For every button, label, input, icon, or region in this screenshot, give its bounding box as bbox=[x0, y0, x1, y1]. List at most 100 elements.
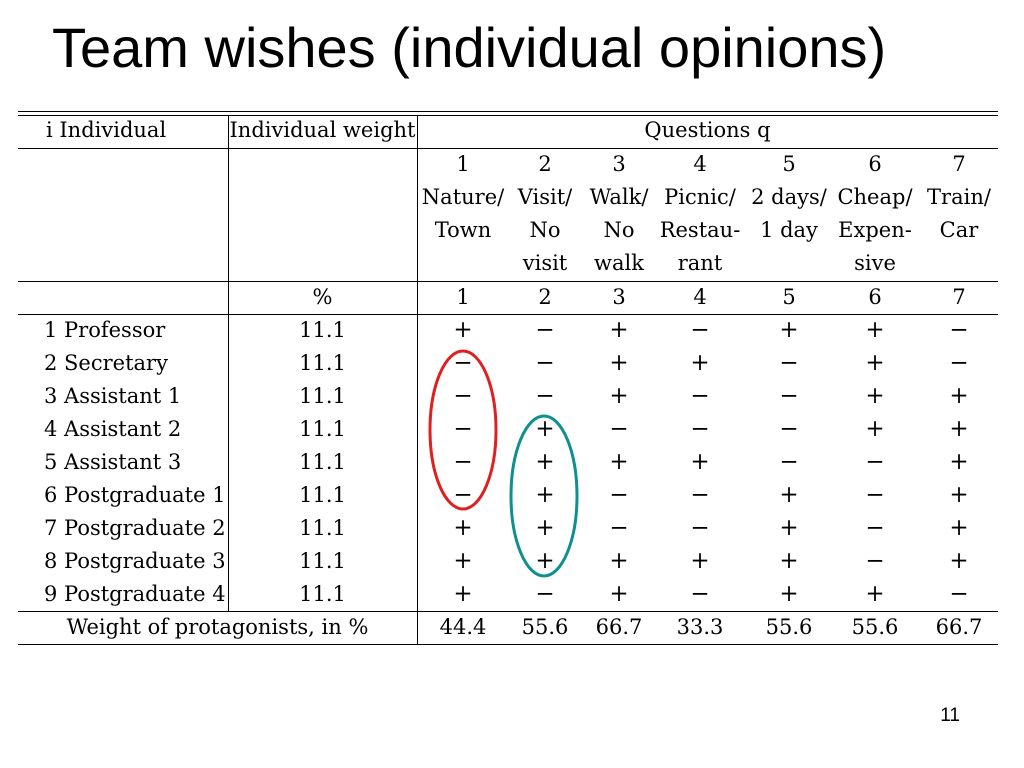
footer-value-7: 66.7 bbox=[935, 615, 983, 639]
answer-cell: − bbox=[779, 350, 799, 376]
question-index-2: 2 bbox=[538, 285, 552, 309]
answer-cell: − bbox=[865, 482, 885, 508]
answer-cell: − bbox=[609, 482, 629, 508]
question-number-6: 6 bbox=[868, 152, 882, 176]
answer-cell: − bbox=[779, 416, 799, 442]
question-index-6: 6 bbox=[868, 285, 882, 309]
question-index-5: 5 bbox=[782, 285, 796, 309]
row-label: 4 Assistant 2 bbox=[44, 417, 182, 441]
answer-cell: + bbox=[865, 416, 885, 442]
answer-cell: − bbox=[535, 317, 555, 343]
question-label-7: Car bbox=[939, 218, 979, 242]
answer-cell: − bbox=[865, 548, 885, 574]
body-top-rule bbox=[18, 314, 998, 315]
answer-cell: + bbox=[690, 350, 710, 376]
table-top-rule-2 bbox=[18, 115, 998, 116]
answer-cell: − bbox=[690, 416, 710, 442]
answer-cell: − bbox=[690, 482, 710, 508]
page-number: 11 bbox=[940, 705, 960, 726]
footer-value-5: 55.6 bbox=[765, 615, 813, 639]
answer-cell: + bbox=[865, 350, 885, 376]
row-label: 3 Assistant 1 bbox=[44, 384, 182, 408]
header-rule-partial bbox=[18, 148, 998, 149]
answer-cell: + bbox=[865, 383, 885, 409]
row-weight: 11.1 bbox=[299, 582, 346, 606]
answer-cell: + bbox=[609, 350, 629, 376]
answer-cell: + bbox=[535, 482, 555, 508]
answer-cell: − bbox=[690, 317, 710, 343]
question-number-4: 4 bbox=[693, 152, 707, 176]
row-label: 8 Postgraduate 3 bbox=[44, 549, 226, 573]
answer-cell: − bbox=[535, 581, 555, 607]
row-label: 5 Assistant 3 bbox=[44, 450, 182, 474]
answer-cell: + bbox=[453, 581, 473, 607]
question-label-2: Visit/ bbox=[517, 185, 573, 209]
answer-cell: + bbox=[609, 383, 629, 409]
weight-unit: % bbox=[312, 285, 333, 309]
question-label-1: Town bbox=[434, 218, 492, 242]
question-number-1: 1 bbox=[456, 152, 470, 176]
answer-cell: − bbox=[690, 581, 710, 607]
row-weight: 11.1 bbox=[299, 351, 346, 375]
footer-value-4: 33.3 bbox=[676, 615, 724, 639]
question-label-1: Nature/ bbox=[421, 185, 505, 209]
row-weight: 11.1 bbox=[299, 483, 346, 507]
footer-value-2: 55.6 bbox=[521, 615, 569, 639]
header-individual: i Individual bbox=[46, 118, 167, 142]
answer-cell: + bbox=[779, 548, 799, 574]
answer-cell: − bbox=[453, 350, 473, 376]
question-number-5: 5 bbox=[782, 152, 796, 176]
answer-cell: + bbox=[949, 449, 969, 475]
answer-cell: − bbox=[779, 383, 799, 409]
answer-cell: + bbox=[779, 581, 799, 607]
answer-cell: + bbox=[949, 482, 969, 508]
question-number-7: 7 bbox=[952, 152, 966, 176]
answer-cell: − bbox=[609, 416, 629, 442]
answer-cell: − bbox=[949, 581, 969, 607]
question-label-3: walk bbox=[594, 251, 644, 275]
question-label-7: Train/ bbox=[927, 185, 991, 209]
question-label-4: Restau- bbox=[659, 218, 741, 242]
row-label: 7 Postgraduate 2 bbox=[44, 516, 226, 540]
col-divider-weight bbox=[228, 115, 229, 611]
answer-cell: + bbox=[779, 317, 799, 343]
row-weight: 11.1 bbox=[299, 450, 346, 474]
row-weight: 11.1 bbox=[299, 384, 346, 408]
index-rule bbox=[18, 281, 998, 282]
answer-cell: + bbox=[453, 548, 473, 574]
question-label-3: Walk/ bbox=[589, 185, 649, 209]
answer-cell: + bbox=[949, 548, 969, 574]
row-weight: 11.1 bbox=[299, 549, 346, 573]
question-label-5: 1 day bbox=[760, 218, 818, 242]
col-divider-questions bbox=[417, 115, 418, 644]
question-label-5: 2 days/ bbox=[751, 185, 827, 209]
answer-cell: + bbox=[690, 548, 710, 574]
answer-cell: + bbox=[535, 449, 555, 475]
answer-cell: + bbox=[535, 416, 555, 442]
answer-cell: − bbox=[535, 350, 555, 376]
answer-cell: − bbox=[949, 350, 969, 376]
answer-cell: + bbox=[535, 548, 555, 574]
answer-cell: − bbox=[865, 515, 885, 541]
table-top-rule bbox=[18, 111, 998, 112]
answer-cell: + bbox=[535, 515, 555, 541]
answer-cell: + bbox=[949, 515, 969, 541]
footer-label: Weight of protagonists, in % bbox=[66, 615, 369, 639]
answer-cell: + bbox=[453, 317, 473, 343]
row-weight: 11.1 bbox=[299, 318, 346, 342]
question-label-6: Cheap/ bbox=[837, 185, 913, 209]
footer-value-3: 66.7 bbox=[595, 615, 643, 639]
slide-title: Team wishes (individual opinions) bbox=[52, 16, 887, 79]
question-index-4: 4 bbox=[693, 285, 707, 309]
header-questions: Questions q bbox=[644, 118, 771, 142]
question-label-6: sive bbox=[854, 251, 896, 275]
row-weight: 11.1 bbox=[299, 516, 346, 540]
row-weight: 11.1 bbox=[299, 417, 346, 441]
row-label: 6 Postgraduate 1 bbox=[44, 483, 226, 507]
answer-cell: − bbox=[453, 416, 473, 442]
header-weight: Individual weight bbox=[229, 118, 416, 142]
answer-cell: + bbox=[690, 449, 710, 475]
answer-cell: + bbox=[609, 548, 629, 574]
question-label-2: No bbox=[529, 218, 561, 242]
question-label-3: No bbox=[603, 218, 635, 242]
